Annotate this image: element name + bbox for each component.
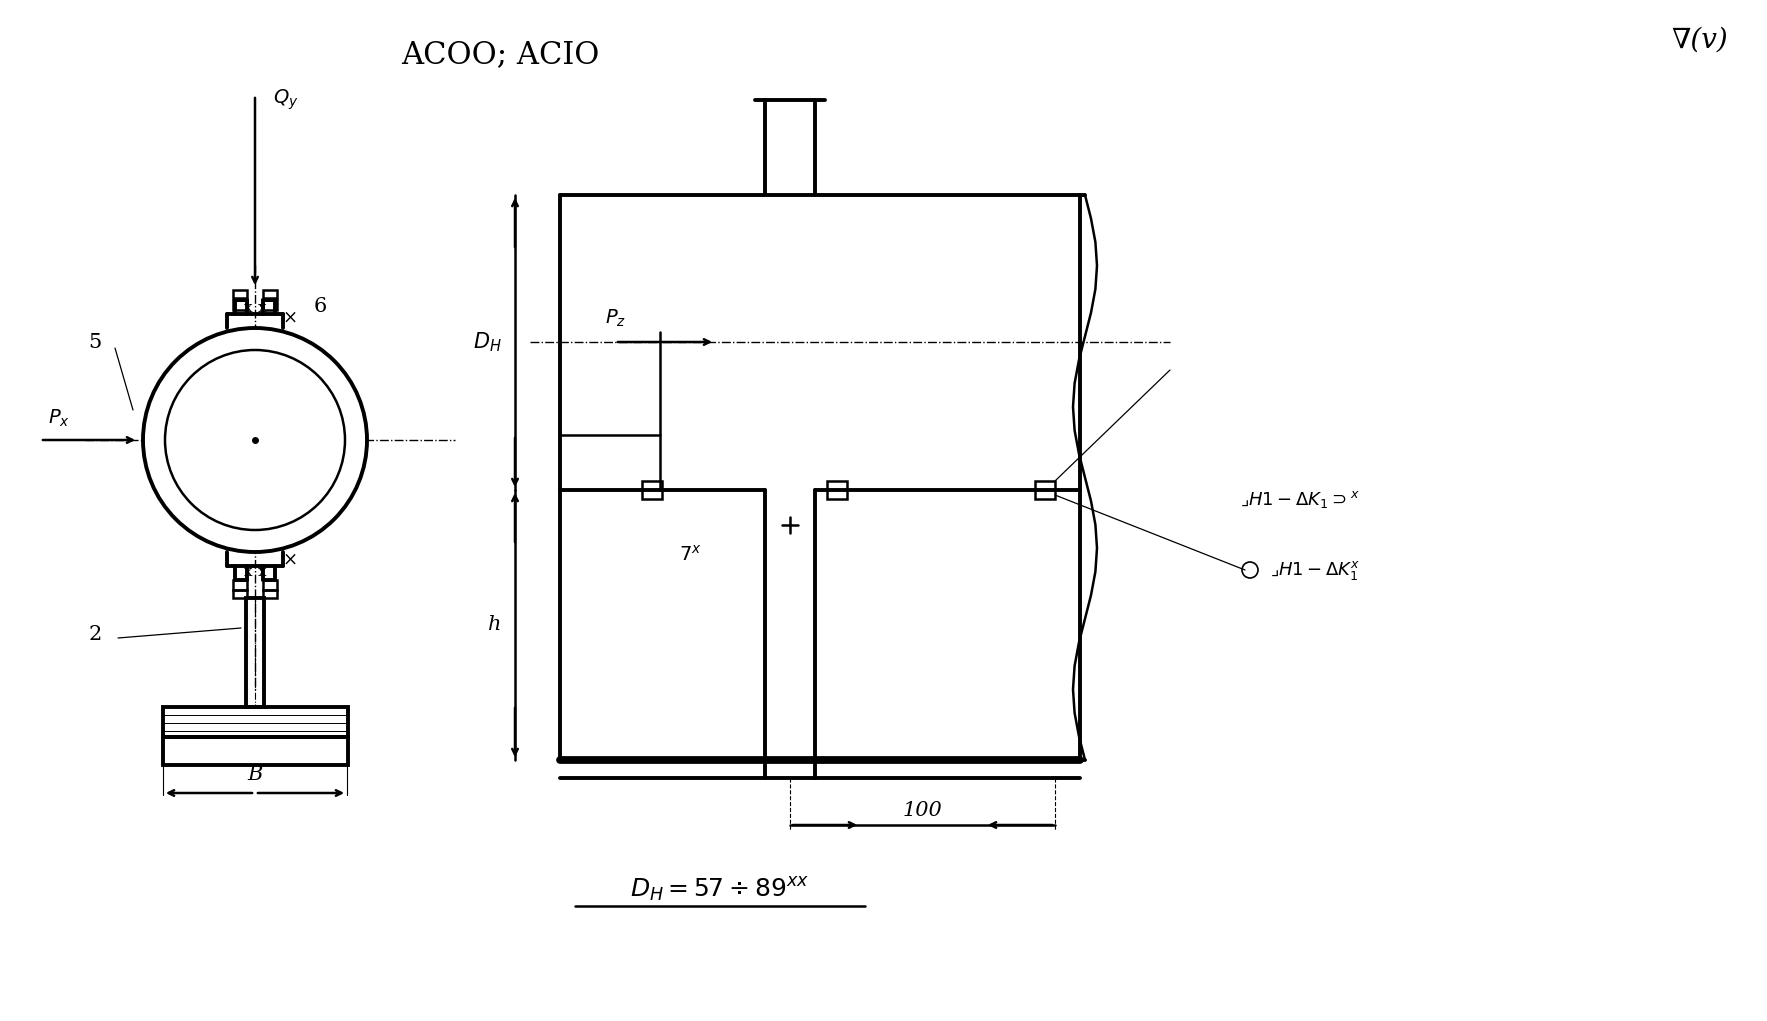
Circle shape: [143, 328, 368, 552]
Bar: [233, 290, 247, 298]
Text: x: x: [258, 301, 267, 315]
Text: $\lrcorner H1-\Delta K_1 \supset^x$: $\lrcorner H1-\Delta K_1 \supset^x$: [1240, 489, 1361, 510]
Bar: [233, 300, 247, 310]
Text: ACOO; ACIO: ACOO; ACIO: [401, 40, 599, 70]
Bar: [163, 737, 348, 765]
Text: $Q_y$: $Q_y$: [272, 88, 299, 112]
Bar: [233, 590, 247, 598]
Text: $D_H$: $D_H$: [472, 330, 502, 354]
Bar: [827, 481, 846, 499]
Text: x: x: [258, 565, 267, 579]
Text: $P_x$: $P_x$: [48, 407, 71, 429]
Text: B: B: [247, 766, 263, 784]
Text: 5: 5: [88, 333, 102, 351]
Circle shape: [1242, 562, 1258, 578]
Text: ∇(v): ∇(v): [1672, 27, 1728, 53]
Bar: [641, 481, 663, 499]
Bar: [263, 590, 277, 598]
Bar: [163, 707, 348, 737]
Bar: [263, 300, 277, 310]
Bar: [1035, 481, 1055, 499]
Text: 2: 2: [88, 626, 102, 644]
Bar: [233, 580, 247, 590]
Text: $\lrcorner H1-\Delta K_1^x$: $\lrcorner H1-\Delta K_1^x$: [1270, 558, 1361, 582]
Circle shape: [164, 350, 345, 530]
Text: h: h: [488, 616, 502, 634]
Text: ×: ×: [283, 309, 297, 327]
Text: x: x: [244, 301, 253, 315]
Text: $D_H = 57\div89^{xx}$: $D_H = 57\div89^{xx}$: [631, 876, 809, 905]
Bar: [246, 598, 263, 707]
Bar: [263, 290, 277, 298]
Text: $P_z$: $P_z$: [604, 307, 626, 329]
Text: 100: 100: [903, 800, 942, 820]
Text: $7^x$: $7^x$: [679, 545, 701, 565]
Text: 6: 6: [313, 296, 327, 315]
Bar: [263, 580, 277, 590]
Text: ×: ×: [283, 551, 297, 569]
Text: x: x: [244, 565, 253, 579]
